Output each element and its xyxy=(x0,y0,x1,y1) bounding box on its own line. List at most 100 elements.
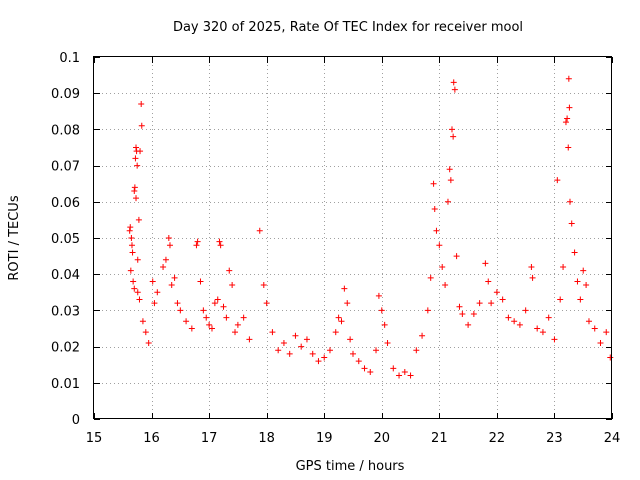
data-point xyxy=(286,350,293,357)
data-point xyxy=(551,336,558,343)
data-point xyxy=(177,307,184,314)
data-point xyxy=(226,267,233,274)
data-point xyxy=(384,339,391,346)
data-point xyxy=(275,347,282,354)
data-point xyxy=(446,166,453,173)
data-point xyxy=(131,184,138,191)
data-point xyxy=(450,79,457,86)
data-point xyxy=(401,368,408,375)
axis-ticks xyxy=(94,57,613,420)
data-point xyxy=(355,358,362,365)
data-point xyxy=(529,274,536,281)
data-point xyxy=(134,256,141,263)
data-point xyxy=(211,300,218,307)
data-point xyxy=(390,365,397,372)
data-point xyxy=(208,325,215,332)
x-tick-label: 20 xyxy=(374,431,391,446)
data-point xyxy=(488,300,495,307)
y-tick-label: 0.1 xyxy=(59,51,80,66)
data-point xyxy=(583,282,590,289)
data-point xyxy=(505,314,512,321)
data-point xyxy=(183,318,190,325)
data-point xyxy=(138,101,145,108)
data-point xyxy=(482,260,489,267)
x-tick-label: 17 xyxy=(201,431,218,446)
data-point xyxy=(309,350,316,357)
y-tick-label: 0.07 xyxy=(51,160,80,175)
y-tick-label: 0 xyxy=(72,413,80,428)
data-point xyxy=(246,336,253,343)
data-point xyxy=(585,318,592,325)
data-point xyxy=(229,282,236,289)
x-tick-label: 16 xyxy=(143,431,160,446)
data-points xyxy=(126,75,614,379)
data-point xyxy=(280,339,287,346)
data-point xyxy=(424,307,431,314)
y-tick-label: 0.04 xyxy=(51,268,80,283)
data-point xyxy=(564,115,571,122)
x-tick-label: 18 xyxy=(258,431,275,446)
x-tick-label: 19 xyxy=(316,431,333,446)
data-point xyxy=(528,263,535,270)
data-point xyxy=(450,133,457,140)
data-point xyxy=(580,267,587,274)
plot-frame xyxy=(93,56,612,419)
data-point xyxy=(485,278,492,285)
data-point xyxy=(566,198,573,205)
data-point xyxy=(303,336,310,343)
data-point xyxy=(197,278,204,285)
data-point xyxy=(129,249,136,256)
data-point xyxy=(430,180,437,187)
data-point xyxy=(451,86,458,93)
data-point xyxy=(145,339,152,346)
data-point xyxy=(439,263,446,270)
y-tick-label: 0.08 xyxy=(51,123,80,138)
x-tick-label: 24 xyxy=(604,431,621,446)
data-point xyxy=(321,354,328,361)
data-point xyxy=(338,318,345,325)
data-point xyxy=(216,238,223,245)
data-point xyxy=(591,325,598,332)
data-point xyxy=(154,289,161,296)
data-point xyxy=(220,303,227,310)
y-tick-label: 0.05 xyxy=(51,232,80,247)
data-point xyxy=(139,318,146,325)
data-point xyxy=(128,242,135,249)
data-point xyxy=(132,155,139,162)
data-point xyxy=(137,148,144,155)
data-point xyxy=(341,285,348,292)
data-point xyxy=(203,314,210,321)
data-point xyxy=(326,347,333,354)
data-point xyxy=(206,321,213,328)
data-point xyxy=(493,289,500,296)
data-point xyxy=(263,300,270,307)
data-point xyxy=(142,329,149,336)
data-point xyxy=(149,278,156,285)
data-point xyxy=(174,300,181,307)
data-point xyxy=(522,307,529,314)
data-point xyxy=(419,332,426,339)
data-point xyxy=(188,325,195,332)
data-point xyxy=(151,300,158,307)
y-tick-label: 0.01 xyxy=(51,377,80,392)
data-point xyxy=(214,296,221,303)
data-point xyxy=(194,238,201,245)
data-point xyxy=(566,104,573,111)
data-point xyxy=(130,278,137,285)
data-point xyxy=(603,329,610,336)
data-point xyxy=(350,350,356,357)
data-point xyxy=(511,318,518,325)
data-point xyxy=(133,195,140,202)
data-point xyxy=(447,177,454,184)
data-point xyxy=(367,368,374,375)
data-point xyxy=(545,314,552,321)
data-point xyxy=(442,282,449,289)
data-point xyxy=(427,274,434,281)
data-point xyxy=(168,282,175,289)
x-tick-labels: 15 16 17 18 19 20 21 22 23 24 xyxy=(86,431,621,446)
x-tick-label: 23 xyxy=(546,431,563,446)
data-point xyxy=(534,325,541,332)
data-point xyxy=(134,162,141,169)
data-point xyxy=(298,343,305,350)
data-point xyxy=(332,329,339,336)
